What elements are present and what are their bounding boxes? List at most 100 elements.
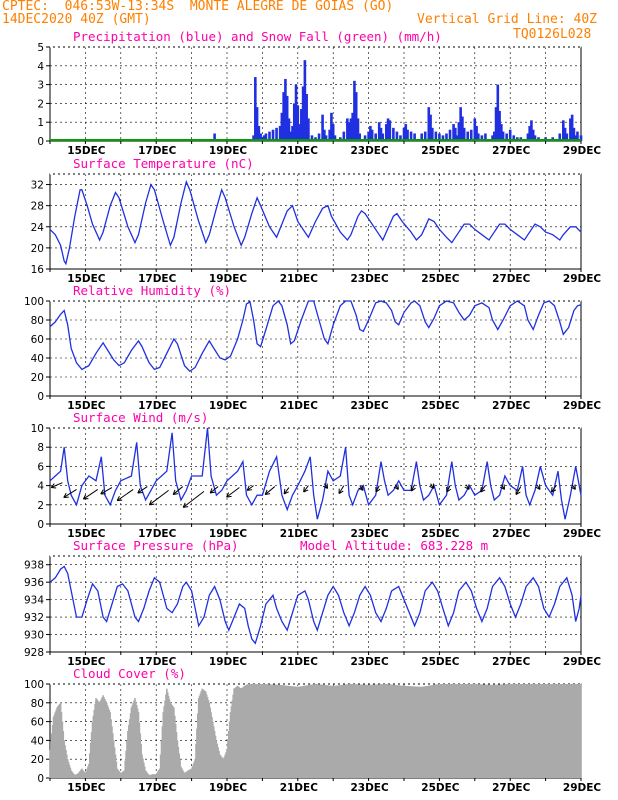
precip-bar [445, 133, 448, 141]
cloud-bar [496, 684, 498, 778]
cloud-bar [405, 686, 408, 778]
cloud-bar [371, 684, 373, 778]
cloud-bar [389, 684, 392, 778]
y-tick-label: 8 [37, 442, 44, 454]
cloud-bar [571, 684, 573, 778]
cloud-bar [224, 754, 227, 778]
cloud-bar [109, 712, 111, 778]
precip-bar [448, 129, 452, 141]
cloud-bar [438, 684, 441, 778]
date-label: 25DEC [421, 145, 460, 157]
cloud-bar [439, 684, 442, 778]
precip-bar [298, 124, 301, 141]
cloud-bar [82, 770, 85, 778]
y-tick-label: 60 [31, 717, 44, 729]
wind-arrow [50, 482, 63, 488]
precip-bar [494, 107, 498, 141]
cloud-bar [267, 684, 270, 778]
cloud-bar [244, 685, 247, 778]
precip-bar [321, 114, 324, 141]
precip-bar [473, 118, 477, 141]
cloud-bar [289, 686, 292, 778]
precip-bar [367, 131, 370, 141]
cloud-bar [326, 685, 328, 778]
date-label: 21DEC [280, 782, 319, 794]
cloud-bar [181, 770, 184, 778]
cloud-bar [126, 740, 128, 778]
cloud-bar [72, 772, 74, 778]
cloud-bar [204, 691, 207, 778]
precip-bar [284, 78, 287, 141]
cloud-bar [443, 684, 446, 778]
cloud-bar [197, 698, 200, 778]
cloud-bar [270, 684, 273, 778]
cloud-bar [576, 684, 579, 778]
precip-bar [498, 110, 501, 141]
cloud-bar [264, 684, 266, 778]
date-label: 29DEC [563, 145, 602, 157]
cloud-bar [452, 684, 455, 778]
wind-arrow-head [172, 489, 179, 496]
cloud-bar [529, 684, 532, 778]
cloud-bar [144, 770, 147, 778]
cloud-bar [424, 686, 427, 778]
cloud-bar [232, 694, 234, 778]
cloud-bar [369, 684, 372, 778]
cloud-bar [284, 685, 287, 778]
cloud-bar [57, 706, 59, 778]
cloud-bar [389, 684, 391, 778]
cloud-bar [447, 684, 450, 778]
cloud-bar [402, 685, 404, 778]
cloud-bar [250, 684, 253, 778]
cloud-bar [127, 725, 130, 778]
cloud-bar [203, 690, 205, 778]
cloud-bar [156, 772, 158, 778]
cloud-bar [379, 684, 381, 778]
date-label: 29DEC [563, 273, 602, 285]
date-label: 23DEC [350, 782, 389, 794]
date-label: 17DEC [138, 656, 177, 668]
cloud-bar [541, 684, 543, 778]
cloud-bar [372, 684, 374, 778]
cloud-bar [544, 684, 547, 778]
cloud-bar [497, 684, 499, 778]
cloud-bar [304, 685, 306, 778]
model-altitude: Model Altitude: 683.228 m [300, 538, 488, 553]
cloud-bar [535, 684, 538, 778]
y-tick-label: 6 [37, 461, 44, 473]
y-tick-label: 80 [31, 315, 44, 327]
cloud-bar [569, 684, 572, 778]
cloud-bar [460, 684, 463, 778]
cloud-bar [268, 684, 271, 778]
wind-arrow [303, 485, 309, 493]
precip-bar [576, 131, 579, 141]
cloud-bar [392, 684, 395, 778]
y-tick-label: 32 [31, 180, 44, 192]
precip-bar [500, 124, 503, 141]
cloud-bar [131, 705, 134, 778]
wind-arrow-head [226, 492, 232, 498]
cloud-bar [70, 770, 73, 778]
precip-bar [347, 122, 351, 141]
cloud-bar [92, 715, 95, 778]
cloud-bar [276, 684, 279, 778]
cloud-bar [117, 769, 119, 778]
precip-bar [301, 86, 305, 141]
cloud-bar [199, 693, 202, 778]
cloud-bar [173, 707, 175, 778]
cloud-bar [358, 684, 361, 778]
cloud-bar [118, 770, 120, 778]
precip-bar [386, 118, 390, 141]
cloud-bar [124, 760, 127, 778]
y-tick-label: 930 [24, 630, 44, 642]
y-tick-label: 24 [31, 222, 45, 234]
cloud-bar [243, 686, 245, 778]
cloud-bar [511, 684, 513, 778]
wind-arrow-head [550, 486, 557, 493]
precip-bar [461, 116, 464, 141]
cloud-bar [490, 684, 493, 778]
cloud-bar [96, 699, 98, 778]
precip-bar [569, 118, 572, 141]
cloud-bar [226, 749, 228, 778]
wind-arrow-head [283, 488, 289, 495]
